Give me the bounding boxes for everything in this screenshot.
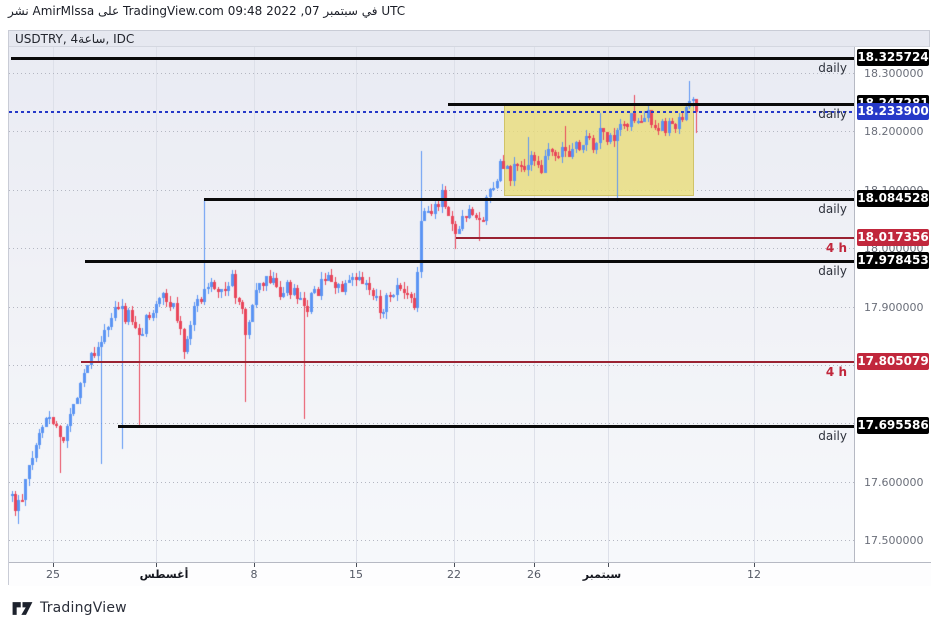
x-axis-label: 22 bbox=[447, 568, 461, 581]
attribution-word: نشر bbox=[8, 4, 29, 18]
price-level-line[interactable] bbox=[85, 260, 854, 263]
price-level-label: 18.325724 bbox=[857, 49, 929, 66]
tradingview-footer[interactable]: TradingView bbox=[12, 598, 127, 618]
price-level-label: 17.695586 bbox=[857, 417, 929, 434]
candlestick-canvas bbox=[9, 47, 854, 562]
attribution-word: في bbox=[361, 4, 378, 18]
x-axis-label: 25 bbox=[46, 568, 60, 581]
attribution-time: 09:48 bbox=[227, 4, 263, 18]
x-axis-tick bbox=[454, 563, 455, 567]
attribution-text: نشر AmirMlssa على TradingView.com 09:48 … bbox=[8, 4, 405, 18]
tradingview-logo-text: TradingView bbox=[40, 600, 127, 616]
chart-plot-area[interactable]: daily daily daily 4 h daily 4 h daily bbox=[9, 47, 854, 562]
x-axis-tick bbox=[53, 563, 54, 567]
x-axis-label: أغسطس bbox=[139, 568, 189, 581]
price-level-line[interactable] bbox=[118, 425, 854, 428]
x-axis-tick bbox=[534, 563, 535, 567]
x-axis-tick bbox=[608, 563, 609, 567]
timeframe-label: daily bbox=[818, 61, 847, 75]
x-axis-tick bbox=[754, 563, 755, 567]
timeframe-label: daily bbox=[818, 429, 847, 443]
y-axis-tick-label: 18.200000 bbox=[864, 125, 924, 138]
x-axis-label: 15 bbox=[349, 568, 363, 581]
tradingview-logo-icon bbox=[12, 601, 33, 615]
price-level-line[interactable] bbox=[81, 361, 854, 363]
attribution-word: على bbox=[98, 4, 120, 18]
price-level-line[interactable] bbox=[456, 237, 854, 239]
timeframe-label: daily bbox=[818, 202, 847, 216]
x-axis-tick bbox=[156, 563, 157, 567]
x-axis-label: سبتمبر bbox=[582, 568, 622, 581]
time-axis[interactable]: 25 أغسطس 8 15 22 26 سبتمبر 12 bbox=[9, 562, 931, 586]
attribution-month: سبتمبر bbox=[323, 4, 358, 18]
timeframe-label: daily bbox=[818, 107, 847, 121]
price-axis[interactable]: 18.30000018.20000018.10000018.00000017.9… bbox=[854, 47, 930, 562]
price-level-line[interactable] bbox=[11, 57, 854, 60]
price-level-label: 17.978453 bbox=[857, 252, 929, 269]
last-price-label: 18.233900 bbox=[857, 103, 929, 120]
y-axis-tick-label: 17.900000 bbox=[864, 301, 924, 314]
chart-title: USDTRY, 4ساعة, IDC bbox=[15, 32, 135, 46]
chart-title-bar: USDTRY, 4ساعة, IDC bbox=[9, 31, 929, 47]
x-axis-label: 26 bbox=[527, 568, 541, 581]
x-axis-tick bbox=[356, 563, 357, 567]
x-axis-tick bbox=[254, 563, 255, 567]
attribution-tz: UTC bbox=[381, 4, 406, 18]
author-name: AmirMlssa bbox=[32, 4, 95, 18]
price-level-label: 18.017356 bbox=[857, 229, 929, 246]
price-level-line[interactable] bbox=[204, 198, 854, 201]
price-level-line[interactable] bbox=[448, 103, 854, 106]
attribution-year: 2022 bbox=[266, 4, 297, 18]
y-axis-tick-label: 17.500000 bbox=[864, 534, 924, 547]
timeframe-label: 4 h bbox=[825, 365, 847, 379]
price-level-label: 18.084528 bbox=[857, 190, 929, 207]
x-axis-label: 8 bbox=[250, 568, 258, 581]
attribution-day: ,07 bbox=[300, 4, 320, 18]
timeframe-label: daily bbox=[818, 264, 847, 278]
y-axis-tick-label: 17.600000 bbox=[864, 476, 924, 489]
price-level-label: 17.805079 bbox=[857, 353, 929, 370]
y-axis-tick-label: 18.300000 bbox=[864, 67, 924, 80]
x-axis-label: 12 bbox=[747, 568, 761, 581]
chart-widget: USDTRY, 4ساعة, IDC daily daily daily 4 h dai… bbox=[8, 30, 931, 586]
timeframe-label: 4 h bbox=[825, 241, 847, 255]
last-price-line[interactable] bbox=[9, 111, 854, 113]
attribution-site: TradingView.com bbox=[123, 4, 224, 18]
